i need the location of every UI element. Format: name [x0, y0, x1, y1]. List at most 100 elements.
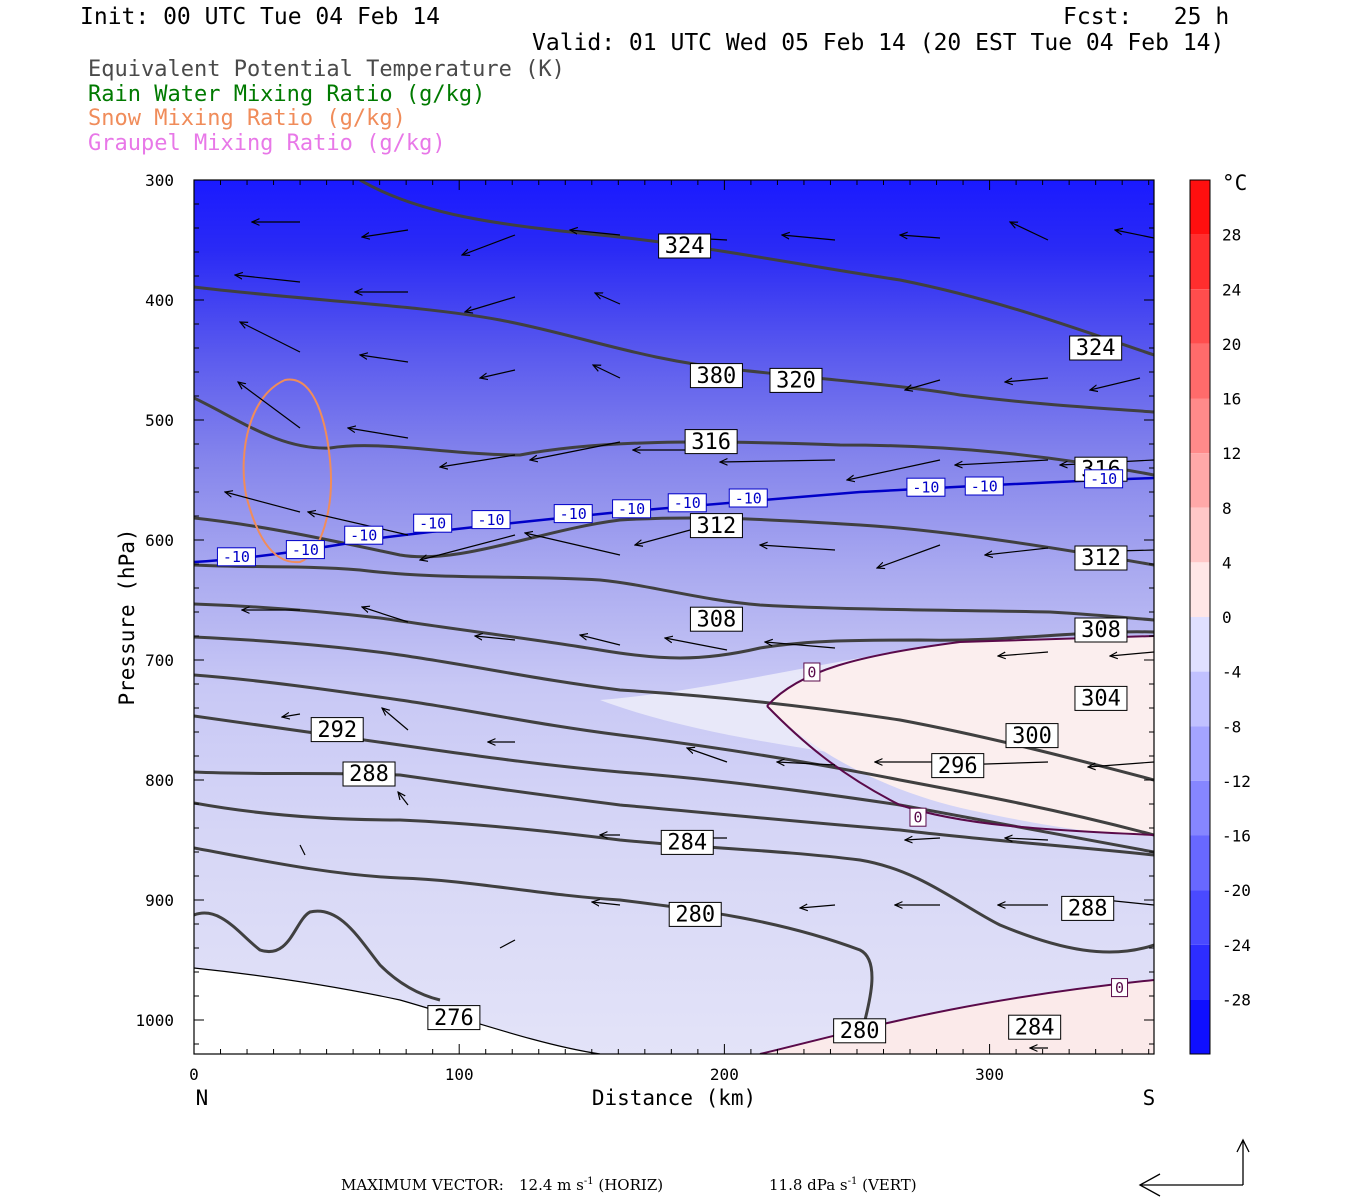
theta-e-label-box [427, 1005, 481, 1031]
max-vertical-vector: 11.8 dPa s-1 (VERT) [769, 1176, 917, 1194]
wind-vector [362, 229, 409, 237]
theta-e-label: 324 [665, 234, 705, 259]
theta-e-label-box [1008, 1014, 1062, 1040]
colorbar-segment [1190, 289, 1210, 344]
theta-e-label-box [660, 829, 714, 855]
wind-vector [900, 235, 941, 238]
isotherm-label: -10 [350, 527, 377, 545]
colorbar-label: -24 [1222, 936, 1251, 955]
isotherm-label-box [216, 547, 256, 567]
horizontal-vector-value: 12.4 m s [519, 1176, 584, 1194]
theta-e-label-box [931, 753, 985, 779]
theta-e-label-box [1069, 335, 1123, 361]
colorbar-tick-labels: 28 24 20 16 12 8 4 0 -4 -8 -12 -16 -20 -24 -28 [1222, 226, 1251, 1010]
colorbar-label: 20 [1222, 335, 1241, 354]
theta-e-contour-288 [194, 770, 1154, 857]
theta-e-label-box [684, 429, 738, 455]
theta-e-label: 324 [1076, 336, 1116, 361]
theta-e-label-box [689, 363, 743, 389]
theta-e-label-box [1061, 895, 1115, 921]
isotherm-label-box [344, 525, 384, 545]
theta-e-label: 312 [697, 514, 737, 539]
theta-e-label-box [658, 233, 712, 259]
x-tick-label: 0 [189, 1065, 199, 1084]
isotherm-label-box [906, 477, 946, 497]
wind-vector [687, 748, 728, 763]
theta-e-label-box [668, 901, 722, 927]
theta-e-label-box [342, 761, 396, 787]
isotherm-label: -10 [1090, 470, 1117, 488]
vertical-vector-exponent: -1 [847, 1176, 858, 1187]
vertical-vector-suffix: (VERT) [857, 1176, 917, 1194]
theta-e-label: 308 [697, 607, 737, 632]
colorbar-segment [1190, 726, 1210, 781]
colorbar-frame [1189, 179, 1211, 1055]
zero-isotherm-label: 0 [913, 809, 922, 827]
theta-e-label: 300 [1012, 724, 1052, 749]
reference-vector-icon [1138, 1138, 1250, 1197]
theta-e-label: 316 [691, 430, 731, 455]
wind-vector [800, 905, 836, 908]
theta-e-label-box [1074, 545, 1128, 571]
theta-e-contour-labels: 3243243803203163163123123083083043002962… [310, 233, 1128, 1044]
wind-vector [1110, 651, 1154, 656]
zero-isotherm-upper [766, 635, 1154, 707]
wind-vector [765, 642, 836, 649]
theta-e-contour-296 [194, 673, 1154, 837]
colorbar-label: 28 [1222, 226, 1241, 245]
forecast-hour-label: Fcst: 25 h [1063, 4, 1230, 30]
colorbar-segment [1190, 944, 1210, 1000]
colorbar-label: 8 [1222, 499, 1232, 518]
isotherm-label: -10 [477, 511, 504, 529]
colorbar-segment [1190, 343, 1210, 399]
wind-vector [440, 454, 516, 467]
x-tick-label: 100 [445, 1065, 474, 1084]
y-axis-title: Pressure (hPa) [115, 528, 139, 705]
wind-vector [475, 636, 516, 640]
wind-vector [480, 369, 516, 378]
wind-vector [235, 275, 301, 283]
wind-vector [1010, 222, 1049, 241]
wind-vector [592, 902, 621, 905]
isotherm-label: -10 [618, 500, 645, 518]
theta-e-contour-280 [194, 846, 874, 1021]
wind-vector [720, 460, 836, 462]
zero-isotherm-label: 0 [807, 663, 816, 681]
wind-vector [299, 844, 306, 856]
theta-e-label: 288 [1068, 897, 1108, 922]
y-axis-tick-labels: 300 400 500 600 700 800 900 1000 [135, 171, 174, 1030]
x-tick-label: 200 [710, 1065, 739, 1084]
horizontal-vector-exponent: -1 [583, 1176, 594, 1187]
wind-vector [382, 708, 409, 731]
theta-e-label-box [1005, 723, 1059, 749]
theta-e-label-box [310, 717, 364, 743]
isotherm-label: -10 [971, 477, 998, 495]
theta-e-label: 288 [349, 762, 389, 787]
wind-vector [499, 939, 516, 949]
x-axis-ticks [193, 180, 1150, 1054]
theta-e-contour-324-upper [359, 180, 1154, 357]
colorbar-label: 12 [1222, 444, 1241, 463]
theta-e-contour-300 [194, 635, 1154, 782]
isotherm-labels: -10 -10 -10 -10 -10 -10 -10 -10 -10 -10 -10 -10 [216, 469, 1124, 567]
wind-vector [580, 635, 621, 646]
isotherm-label-box [612, 499, 652, 519]
wind-vector [570, 230, 621, 236]
wind-vector [1090, 377, 1141, 390]
above-freezing-region [767, 636, 1154, 836]
isotherm-label-box [728, 488, 768, 508]
y-tick-label: 1000 [135, 1011, 174, 1030]
x-axis-right-end-label: S [1143, 1086, 1156, 1110]
zero-isotherm-label-box [803, 662, 821, 682]
wind-vector [282, 714, 301, 717]
wind-vector [1005, 377, 1049, 382]
legend-snow: Snow Mixing Ratio (g/kg) [88, 106, 406, 131]
theta-e-label: 284 [667, 831, 707, 856]
zero-isotherm-label-box [909, 807, 927, 827]
theta-e-label: 380 [697, 364, 737, 389]
wind-vector [398, 792, 409, 806]
colorbar-segment [1190, 180, 1210, 235]
isotherm-label-box [285, 540, 325, 560]
y-tick-label: 800 [145, 771, 174, 790]
zero-isotherm-label-box [1111, 978, 1129, 998]
